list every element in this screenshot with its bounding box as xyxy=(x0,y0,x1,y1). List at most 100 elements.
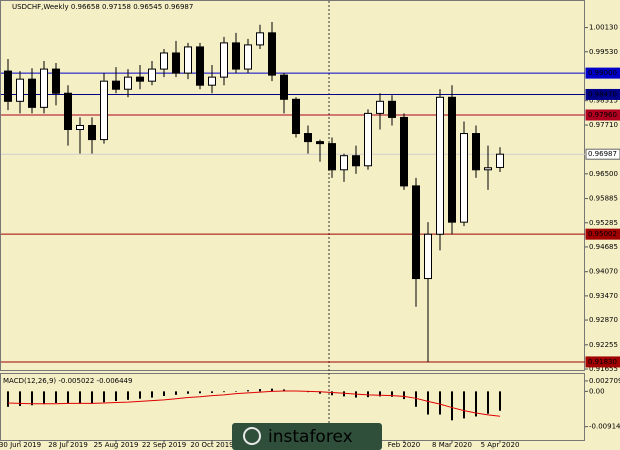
x-tick-label: Feb 2020 xyxy=(388,441,420,449)
y-tick-label: 0.96500 xyxy=(589,170,618,178)
candle-body xyxy=(280,74,288,100)
macd-bar xyxy=(175,391,177,395)
macd-bar xyxy=(163,391,165,396)
candle-body xyxy=(88,124,96,141)
macd-bar xyxy=(91,391,93,404)
x-tick-label: 5 Apr 2020 xyxy=(481,441,520,449)
y-tick-label: 0.97710 xyxy=(589,121,618,129)
macd-bar xyxy=(55,391,57,403)
candle-body xyxy=(496,153,504,168)
candle-body xyxy=(148,68,156,82)
x-tick-label: 8 Mar 2020 xyxy=(432,441,472,449)
macd-bar xyxy=(259,389,261,392)
level-box xyxy=(585,88,620,100)
candle-body xyxy=(484,167,492,171)
y-tick-label: -0.009144 xyxy=(589,423,620,431)
candle-body xyxy=(28,78,36,108)
signal-line xyxy=(7,390,501,417)
watermark-text: instaforex xyxy=(268,427,353,447)
macd-bar xyxy=(67,391,69,403)
macd-bar xyxy=(223,391,225,393)
macd-bar xyxy=(103,391,105,403)
x-tick-label: 28 Jul 2019 xyxy=(48,441,88,449)
x-tick-label: 20 Oct 2019 xyxy=(190,441,233,449)
macd-bar xyxy=(475,391,477,417)
macd-bar xyxy=(43,391,45,405)
candle-body xyxy=(448,96,456,223)
macd-bar xyxy=(271,388,273,392)
macd-bar xyxy=(319,391,321,394)
y-tick-label: 1.00130 xyxy=(589,24,618,32)
level-box xyxy=(585,356,620,368)
macd-bar xyxy=(283,389,285,392)
macd-bar xyxy=(19,391,21,407)
macd-bar xyxy=(79,391,81,404)
y-tick-label: 0.99530 xyxy=(589,48,618,56)
level-label: 0.96987 xyxy=(588,150,617,158)
candle-body xyxy=(136,76,144,82)
macd-bar xyxy=(403,391,405,400)
x-tick-label: 22 Sep 2019 xyxy=(142,441,186,449)
candle-body xyxy=(232,42,240,70)
y-tick-label: 0.002709 xyxy=(589,377,620,385)
candle-body xyxy=(220,42,228,78)
macd-bar xyxy=(115,391,117,402)
macd-bar xyxy=(151,391,153,398)
candle-body xyxy=(64,92,72,131)
candle-body xyxy=(292,98,300,135)
candle-body xyxy=(352,155,360,167)
candle-body xyxy=(340,155,348,171)
candle-body xyxy=(316,141,324,145)
level-label: 0.98470 xyxy=(588,90,617,98)
candle-body xyxy=(328,143,336,171)
macd-bar xyxy=(367,391,369,398)
candle-body xyxy=(160,52,168,70)
macd-bar xyxy=(463,391,465,419)
y-tick-label: 0.94685 xyxy=(589,243,618,251)
macd-bar xyxy=(199,391,201,394)
y-tick-label: 0.92870 xyxy=(589,316,618,324)
candle-body xyxy=(4,70,12,102)
candle-body xyxy=(244,44,252,70)
candle-body xyxy=(208,76,216,86)
candle-body xyxy=(76,124,84,131)
x-tick-label: 30 Jun 2019 xyxy=(0,441,41,449)
candle-body xyxy=(304,133,312,143)
candle-body xyxy=(472,133,480,171)
y-tick-label: 0.93470 xyxy=(589,292,618,300)
x-tick-label: 25 Aug 2019 xyxy=(94,441,139,449)
level-box xyxy=(585,148,620,160)
level-box xyxy=(585,67,620,79)
y-tick-label: 0.98315 xyxy=(589,97,618,105)
y-tick-label: 0.91655 xyxy=(589,365,618,373)
macd-bar xyxy=(247,390,249,392)
y-tick-label: 0.92255 xyxy=(589,341,618,349)
macd-bar xyxy=(127,391,129,400)
y-tick-label: 0.00 xyxy=(589,387,605,395)
plot: 1.00130 0.99530 0.98315 0.97710 0.96500 0.958… xyxy=(0,21,620,449)
candle-body xyxy=(268,32,276,76)
candle-body xyxy=(364,112,372,167)
candle-body xyxy=(100,80,108,141)
macd-bar xyxy=(487,391,489,414)
candle-body xyxy=(172,52,180,74)
macd-bar xyxy=(499,391,501,411)
candle-body xyxy=(16,78,24,102)
macd-bar xyxy=(391,391,393,397)
candle-body xyxy=(196,46,204,86)
candle-body xyxy=(52,68,60,94)
chart-title: USDCHF,Weekly 0.96658 0.97158 0.96545 0.… xyxy=(12,3,193,11)
watermark-box xyxy=(232,423,382,450)
main-panel xyxy=(0,0,585,371)
level-box xyxy=(585,228,620,240)
macd-title: MACD(12,26,9) -0.005022 -0.006449 xyxy=(3,377,132,385)
macd-bar xyxy=(211,391,213,393)
macd-bar xyxy=(343,391,345,397)
candle-body xyxy=(376,100,384,114)
macd-bar xyxy=(415,391,417,407)
candle-body xyxy=(40,68,48,108)
y-tick-label: 0.95285 xyxy=(589,219,618,227)
candle-body xyxy=(424,233,432,280)
level-label: 0.95002 xyxy=(588,230,617,238)
